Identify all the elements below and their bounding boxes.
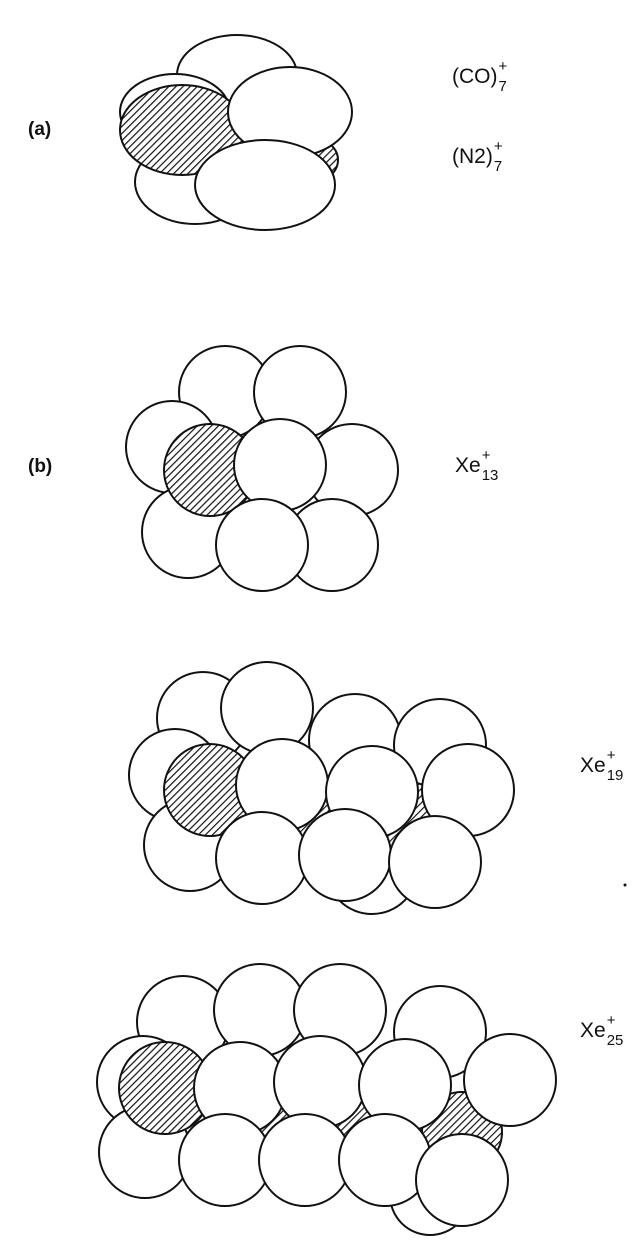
formula-base: (N2) (452, 145, 493, 168)
formula-base: (CO) (452, 65, 498, 88)
panel-label: (a) (28, 119, 51, 140)
formula-sub: 7 (494, 158, 502, 175)
formula: Xe+ 25 (580, 1012, 623, 1049)
formula-base: Xe (455, 454, 481, 477)
xe13-cluster (125, 345, 399, 592)
formula: (N2)+ 7 (452, 138, 503, 175)
formula-sub: 7 (499, 78, 507, 95)
xe19-cluster (128, 661, 515, 915)
formula-sub: 25 (607, 1032, 624, 1049)
formula-sup: + (607, 1012, 616, 1029)
formula-sub: 13 (482, 467, 499, 484)
formula-sup: + (482, 447, 491, 464)
formula-base: Xe (580, 1019, 606, 1042)
formula: Xe+ 13 (455, 447, 498, 484)
molecule-cluster-a (119, 34, 353, 231)
xe25-cluster (96, 963, 557, 1236)
formula-sup: + (499, 58, 508, 75)
formula-sup: + (607, 747, 616, 764)
formula-base: Xe (580, 754, 606, 777)
formula-sub: 19 (607, 767, 624, 784)
formula: Xe+ 19 (580, 747, 623, 784)
speck (623, 883, 627, 887)
formula: (CO)+ 7 (452, 58, 508, 95)
panel-label: (b) (28, 456, 52, 477)
formula-sup: + (494, 138, 503, 155)
